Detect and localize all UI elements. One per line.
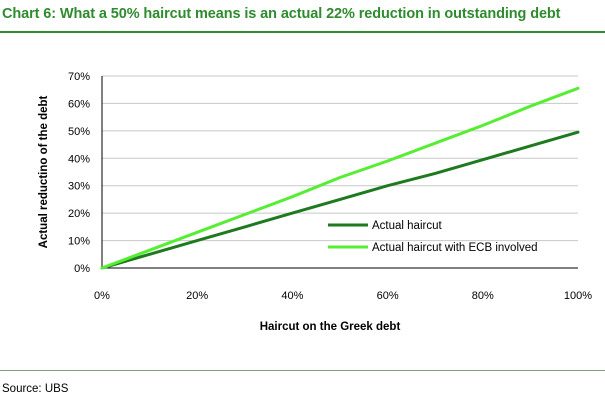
x-tick-label: 100% (564, 290, 592, 302)
line-chart: 0% 10% 20% 30% 40% 50% 60% 70% 0% 20% 40% 60% 80% 100… (38, 71, 592, 333)
legend-label-2: Actual haircut with ECB involved (372, 242, 538, 254)
series-line-1 (100, 130, 580, 270)
x-tick-label: 80% (472, 290, 494, 302)
y-axis-title: Actual reductino of the debt (38, 95, 50, 248)
x-tick-label: 0% (94, 290, 110, 302)
y-tick-label: 40% (68, 153, 90, 165)
source-note: Source: UBS (2, 383, 69, 395)
legend-label-1: Actual haircut (372, 220, 442, 232)
x-tick-label: 60% (377, 290, 399, 302)
y-tick-label: 70% (68, 71, 90, 83)
x-tick-label: 20% (186, 290, 208, 302)
series-line-2 (100, 86, 580, 270)
y-tick-label: 20% (68, 208, 90, 220)
y-tick-label: 50% (68, 126, 90, 138)
y-tick-label: 10% (68, 236, 90, 248)
x-axis-title: Haircut on the Greek debt (260, 321, 401, 333)
title-rule (0, 31, 605, 33)
y-tick-label: 30% (68, 181, 90, 193)
footer-rule (0, 370, 605, 371)
chart-title: Chart 6: What a 50% haircut means is an … (2, 6, 561, 22)
y-tick-label: 0% (74, 263, 90, 275)
x-tick-label: 40% (281, 290, 303, 302)
y-tick-label: 60% (68, 98, 90, 110)
